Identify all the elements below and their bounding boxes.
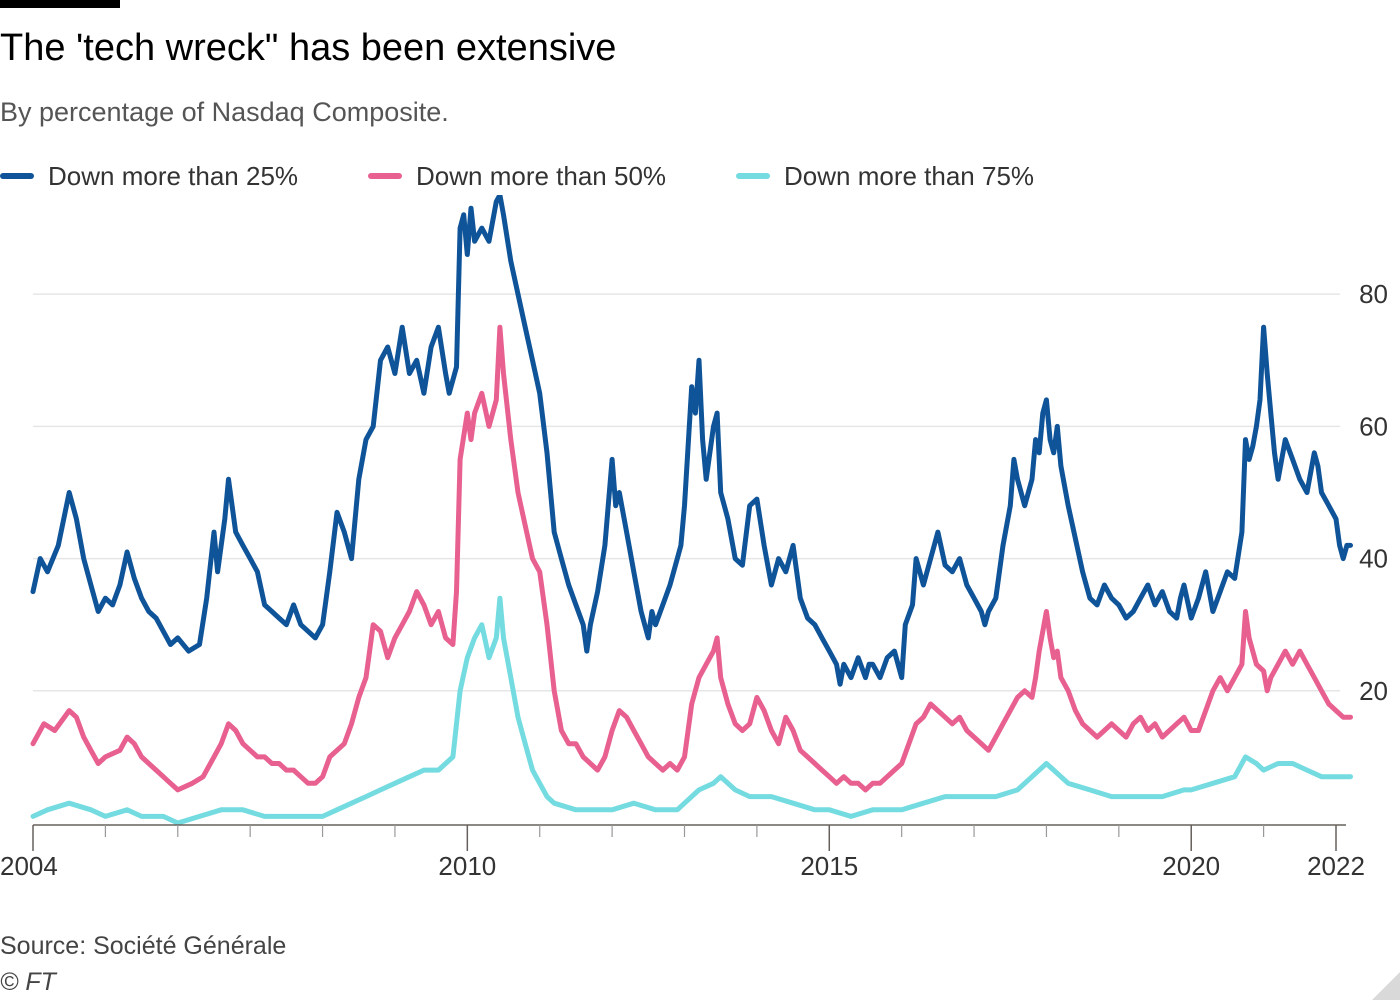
x-tick-label-2022: 2022 <box>1307 851 1365 881</box>
legend-swatch-down-75 <box>736 173 770 179</box>
legend-label-down-50: Down more than 50% <box>416 160 667 191</box>
legend-label-down-75: Down more than 75% <box>784 160 1035 191</box>
x-tick-label-2020: 2020 <box>1162 851 1220 881</box>
legend-label-down-25: Down more than 25% <box>48 160 299 191</box>
series-line-1 <box>30 324 1353 793</box>
y-tick-label-20: 20 <box>1359 676 1388 706</box>
brand-bar <box>0 0 120 8</box>
chart-title: The 'tech wreck" has been extensive <box>0 27 617 69</box>
x-tick-label-2015: 2015 <box>800 851 858 881</box>
y-tick-label-80: 80 <box>1359 279 1388 309</box>
legend-item-down-50: Down more than 50% <box>368 158 666 194</box>
x-tick-label-2010: 2010 <box>438 851 496 881</box>
y-tick-label-40: 40 <box>1359 544 1388 574</box>
series-lines <box>30 195 1353 826</box>
y-axis: 20 40 60 80 <box>1359 279 1388 706</box>
line-chart: 2004 2010 2015 2020 2022 20 40 60 80 <box>0 195 1388 881</box>
series-line-2 <box>30 595 1353 826</box>
series-line-0 <box>30 195 1353 687</box>
legend-swatch-down-50 <box>368 173 402 179</box>
source-note: Source: Société Générale <box>0 932 287 960</box>
x-axis: 2004 2010 2015 2020 2022 <box>0 824 1365 881</box>
legend-swatch-down-25 <box>0 173 34 179</box>
ft-credit: © FT <box>0 968 56 996</box>
corner-fold <box>1372 972 1400 1000</box>
legend-item-down-25: Down more than 25% <box>0 158 298 194</box>
x-tick-label-2004: 2004 <box>0 851 58 881</box>
chart-subtitle: By percentage of Nasdaq Composite. <box>0 97 449 127</box>
legend-item-down-75: Down more than 75% <box>736 158 1034 194</box>
y-tick-label-60: 60 <box>1359 411 1388 441</box>
legend: Down more than 25% Down more than 50% Do… <box>0 158 1200 194</box>
